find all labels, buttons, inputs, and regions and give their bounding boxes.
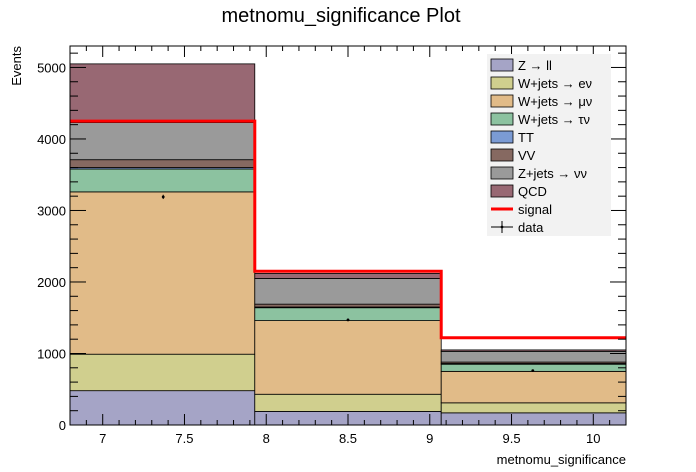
y-tick-label: 0 [59, 418, 66, 433]
data-layer [161, 194, 535, 373]
bar-segment [69, 122, 256, 161]
x-axis-label: metnomu_significance [497, 452, 626, 467]
x-tick-label: 9.5 [502, 431, 520, 446]
bar-segment [254, 393, 442, 412]
x-tick-label: 7 [99, 431, 106, 446]
legend-swatch [500, 225, 504, 229]
legend: Z → ll W+jets → eν W+jets → μν W+jets → τν T… [487, 54, 611, 236]
y-axis-label: Events [9, 46, 24, 86]
x-tick-label: 7.5 [175, 431, 193, 446]
bar-segment [254, 303, 442, 308]
axis-layer: 7 7.5 8 8.5 9 9.5 10 0 1000 2000 3000 4000 5000 [37, 46, 627, 446]
legend-entry: Z → ll [518, 58, 552, 73]
bar-segment [440, 412, 627, 426]
legend-swatch [490, 166, 514, 180]
x-tick-label: 9 [426, 431, 433, 446]
legend-swatch [490, 112, 514, 126]
y-tick-label: 5000 [37, 60, 66, 75]
stack-layer [69, 63, 627, 426]
x-tick-label: 8 [263, 431, 270, 446]
bar-segment [69, 168, 256, 193]
data-point [161, 195, 165, 199]
legend-swatch [490, 58, 514, 72]
legend-entry: signal [518, 202, 552, 217]
signal-layer [70, 119, 626, 340]
bar-segment [254, 278, 442, 305]
legend-swatch [490, 184, 514, 198]
data-point [346, 318, 350, 322]
y-tick-label: 3000 [37, 203, 66, 218]
bar-segment [440, 402, 627, 414]
bar-segment [254, 320, 442, 395]
bar-segment [69, 353, 256, 392]
legend-entry: TT [518, 130, 534, 145]
bar-segment [440, 350, 627, 363]
y-tick-label: 2000 [37, 275, 66, 290]
signal-line [70, 119, 626, 340]
data-point [531, 369, 535, 373]
legend-entry: QCD [518, 184, 547, 199]
bar-segment [69, 390, 256, 426]
bar-segment [254, 272, 442, 279]
bar-segment [69, 63, 256, 123]
legend-entry: data [518, 220, 544, 235]
x-tick-label: 10 [586, 431, 600, 446]
legend-entry: W+jets → τν [518, 112, 590, 127]
legend-swatch [490, 148, 514, 162]
bar-segment [69, 191, 256, 355]
legend-swatch [490, 130, 514, 144]
legend-entry: Z+jets → νν [518, 166, 587, 181]
legend-entry: VV [518, 148, 536, 163]
y-tick-label: 4000 [37, 132, 66, 147]
legend-swatch [490, 94, 514, 108]
bar-segment [440, 349, 627, 352]
legend-entry: W+jets → μν [518, 94, 592, 109]
x-tick-label: 8.5 [339, 431, 357, 446]
bar-segment [69, 159, 256, 168]
bar-segment [440, 370, 627, 404]
y-tick-label: 1000 [37, 346, 66, 361]
chart-title: metnomu_significance Plot [221, 5, 460, 27]
legend-swatch [490, 76, 514, 90]
legend-entry: W+jets → eν [518, 76, 592, 91]
